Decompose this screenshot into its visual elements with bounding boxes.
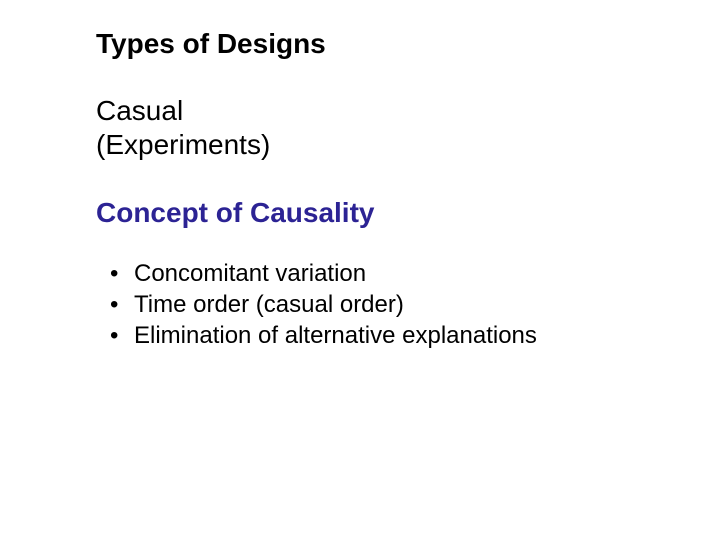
bullet-item: Time order (casual order) xyxy=(96,290,720,321)
slide-title: Types of Designs xyxy=(96,28,720,60)
subtitle-line-1: Casual xyxy=(96,95,183,126)
bullet-list: Concomitant variation Time order (casual… xyxy=(96,259,720,351)
slide-subtitle: Casual (Experiments) xyxy=(96,94,720,161)
bullet-item: Elimination of alternative explanations xyxy=(96,321,720,352)
subtitle-line-2: (Experiments) xyxy=(96,129,270,160)
bullet-item: Concomitant variation xyxy=(96,259,720,290)
section-heading: Concept of Causality xyxy=(96,197,720,229)
slide: Types of Designs Casual (Experiments) Co… xyxy=(0,0,720,540)
